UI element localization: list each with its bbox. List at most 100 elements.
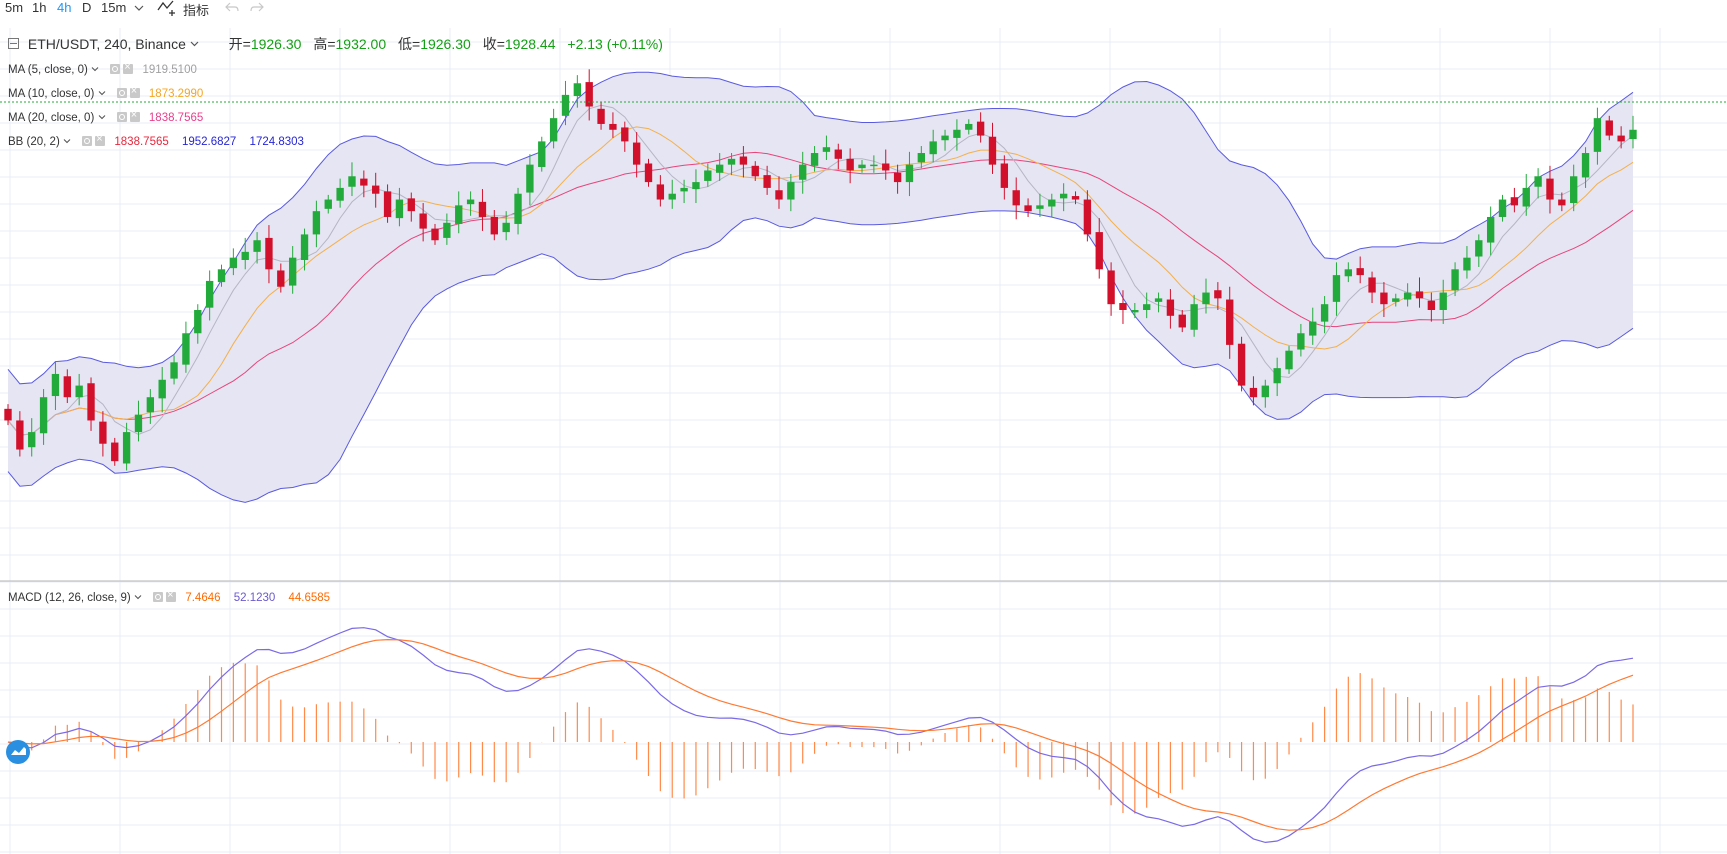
candle-body <box>727 158 736 165</box>
close-icon[interactable] <box>129 109 140 122</box>
eye-icon[interactable] <box>116 112 127 122</box>
candle-body <box>704 170 712 181</box>
candle <box>1059 183 1068 212</box>
macd-label[interactable]: MACD (12, 26, close, 9) <box>8 592 131 604</box>
indicators-icon[interactable] <box>157 0 179 16</box>
candle-body <box>1273 368 1281 384</box>
candle-body <box>1131 310 1139 313</box>
ma5-line <box>7 104 1634 436</box>
candle <box>1475 234 1483 267</box>
chevron-down-icon[interactable] <box>91 65 99 73</box>
candle <box>751 161 759 181</box>
candle-body <box>799 164 807 180</box>
indicators-button[interactable]: 指标 <box>183 3 210 18</box>
candle-body <box>1344 269 1353 277</box>
interval-5m-button[interactable]: 5m <box>5 0 24 15</box>
chevron-down-icon[interactable] <box>98 89 106 97</box>
candle-body <box>917 153 925 163</box>
candle <box>502 211 510 241</box>
candle <box>1427 292 1436 322</box>
candle <box>134 400 143 442</box>
chevron-down-icon[interactable] <box>63 137 71 145</box>
interval-4h-button[interactable]: 4h <box>57 0 72 15</box>
candle <box>1498 194 1507 222</box>
candle-body <box>668 193 676 200</box>
close-icon[interactable] <box>129 85 140 98</box>
candle <box>585 69 593 121</box>
candle <box>348 162 356 197</box>
chevron-down-icon[interactable] <box>98 113 106 121</box>
candle <box>1403 283 1412 307</box>
low-value: 1926.30 <box>420 36 471 52</box>
bb-upper-value: 1952.6827 <box>181 136 237 148</box>
chevron-down-icon[interactable] <box>190 39 199 48</box>
candle <box>1332 262 1341 316</box>
candle <box>609 112 617 138</box>
close-icon[interactable] <box>95 133 106 146</box>
candle-body <box>383 191 392 217</box>
bb-label[interactable]: BB (20, 2) <box>8 136 60 148</box>
candle <box>1143 292 1151 319</box>
candle <box>727 153 736 176</box>
candle <box>1273 357 1281 397</box>
candle <box>621 121 629 152</box>
ma20-label[interactable]: MA (20, close, 0) <box>8 112 95 124</box>
candle-body <box>941 135 949 141</box>
ma5-legend[interactable]: MA (5, close, 0) 1919.5100 <box>8 61 197 76</box>
candle-body <box>16 420 24 450</box>
undo-icon[interactable] <box>225 1 239 13</box>
tradingview-logo-icon[interactable] <box>6 740 30 764</box>
close-icon[interactable] <box>166 589 177 602</box>
interval-d-button[interactable]: D <box>82 0 92 15</box>
candle-body <box>526 164 534 193</box>
ma10-legend[interactable]: MA (10, close, 0) 1873.2990 <box>8 85 203 100</box>
collapse-icon[interactable] <box>8 38 19 49</box>
candle-body <box>1012 190 1020 206</box>
candle-body <box>1154 298 1163 302</box>
eye-icon[interactable] <box>82 136 93 146</box>
bb-legend[interactable]: BB (20, 2) 1838.7565 1952.6827 1724.8303 <box>8 133 304 148</box>
ma10-line <box>7 126 1634 436</box>
candle-body <box>217 269 226 283</box>
candle <box>656 175 665 207</box>
macd-legend[interactable]: MACD (12, 26, close, 9) 7.4646 52.1230 4… <box>8 589 330 604</box>
candle-body <box>1380 292 1388 305</box>
candle <box>277 263 285 293</box>
candle <box>229 248 238 276</box>
redo-icon[interactable] <box>250 1 264 13</box>
candle <box>111 437 119 466</box>
candle-body <box>763 175 771 188</box>
candle-body <box>1368 277 1376 293</box>
eye-icon[interactable] <box>110 64 121 74</box>
candle-body <box>561 94 570 116</box>
candle-body <box>336 187 344 201</box>
candle <box>146 389 155 424</box>
candle-body <box>1439 292 1447 310</box>
candle-body <box>692 182 700 190</box>
ma5-label[interactable]: MA (5, close, 0) <box>8 64 88 76</box>
candle <box>775 176 783 209</box>
candle <box>787 173 795 212</box>
chevron-down-icon[interactable] <box>134 3 144 13</box>
ma20-legend[interactable]: MA (20, close, 0) 1838.7565 <box>8 109 203 124</box>
candle-body <box>1498 199 1507 217</box>
ma10-label[interactable]: MA (10, close, 0) <box>8 88 95 100</box>
symbol-label[interactable]: ETH/USDT, 240, Binance <box>27 36 186 52</box>
candle <box>1190 294 1198 337</box>
candle <box>1095 218 1103 279</box>
candle-body <box>99 421 107 444</box>
candle-body <box>1190 304 1198 330</box>
candle-body <box>988 136 997 165</box>
candle-body <box>372 185 380 194</box>
candle <box>407 192 415 222</box>
candle-body <box>1486 216 1495 243</box>
eye-icon[interactable] <box>116 88 127 98</box>
chevron-down-icon[interactable] <box>134 593 142 601</box>
interval-1h-button[interactable]: 1h <box>32 0 47 15</box>
candle-body <box>822 147 831 152</box>
interval-15m-button[interactable]: 15m <box>101 0 127 15</box>
eye-icon[interactable] <box>153 592 164 602</box>
change-value: +2.13 (+0.11%) <box>567 36 663 52</box>
close-icon[interactable] <box>123 61 134 74</box>
